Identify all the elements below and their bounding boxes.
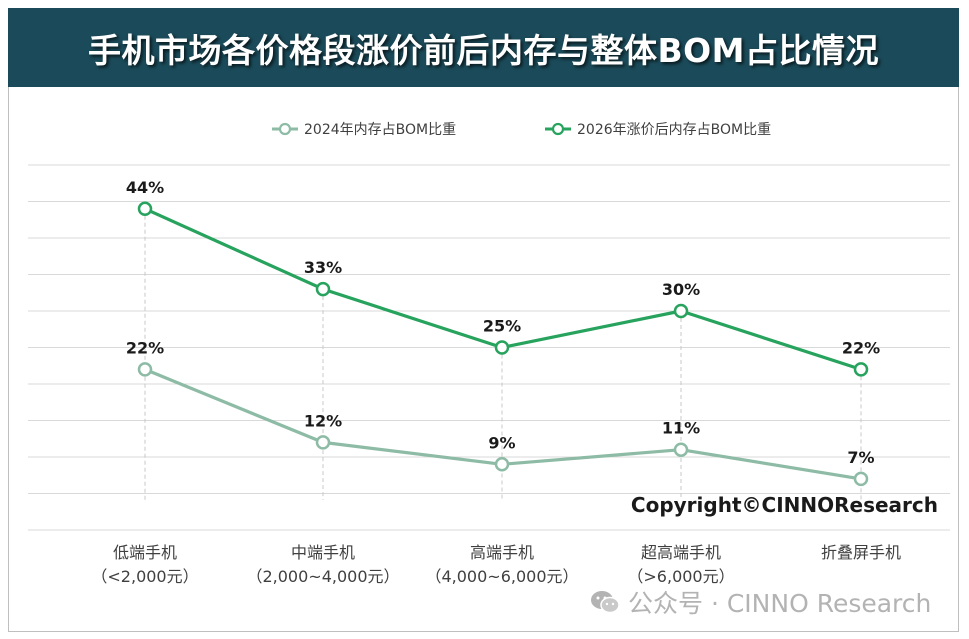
- watermark: 公众号 · CINNO Research: [590, 584, 931, 620]
- legend-label: 2024年内存占BOM比重: [304, 122, 456, 138]
- data-label: 22%: [126, 338, 164, 357]
- data-label: 25%: [483, 317, 521, 336]
- category-label: 折叠屏手机: [821, 543, 901, 562]
- title-bar: 手机市场各价格段涨价前后内存与整体BOM占比情况: [8, 8, 959, 87]
- category-label: 超高端手机: [641, 543, 721, 562]
- wechat-icon: [591, 591, 620, 614]
- data-point: [853, 471, 869, 487]
- data-point: [494, 340, 510, 355]
- category-label: （2,000~4,000元）: [246, 567, 399, 586]
- legend-marker: [551, 122, 565, 136]
- data-point: [853, 362, 869, 377]
- copyright-text: Copyright©CINNOResearch: [631, 493, 938, 517]
- category-label: （<2,000元）: [91, 567, 198, 586]
- data-point: [137, 201, 153, 217]
- data-point: [673, 303, 689, 319]
- data-label: 11%: [662, 419, 700, 438]
- watermark-text: 公众号 · CINNO Research: [628, 589, 932, 618]
- data-point: [315, 435, 331, 450]
- category-label: 高端手机: [470, 543, 534, 562]
- chart-title: 手机市场各价格段涨价前后内存与整体BOM占比情况: [87, 30, 880, 70]
- data-label: 12%: [304, 411, 342, 430]
- data-point: [315, 281, 331, 297]
- category-label: 低端手机: [113, 543, 177, 562]
- data-label: 9%: [488, 433, 515, 452]
- data-label: 30%: [662, 280, 700, 299]
- data-label: 44%: [126, 178, 164, 197]
- category-label: （>6,000元）: [627, 567, 734, 586]
- category-label: （4,000~6,000元）: [425, 567, 578, 586]
- data-label: 33%: [304, 258, 342, 277]
- data-point: [673, 442, 689, 457]
- data-point: [494, 457, 510, 472]
- category-label: 中端手机: [291, 543, 355, 562]
- legend-marker: [278, 122, 292, 136]
- data-point: [137, 362, 153, 377]
- legend-label: 2026年涨价后内存占BOM比重: [577, 122, 771, 138]
- data-label: 22%: [842, 338, 880, 357]
- data-label: 7%: [847, 448, 874, 467]
- chart-frame: [8, 8, 959, 632]
